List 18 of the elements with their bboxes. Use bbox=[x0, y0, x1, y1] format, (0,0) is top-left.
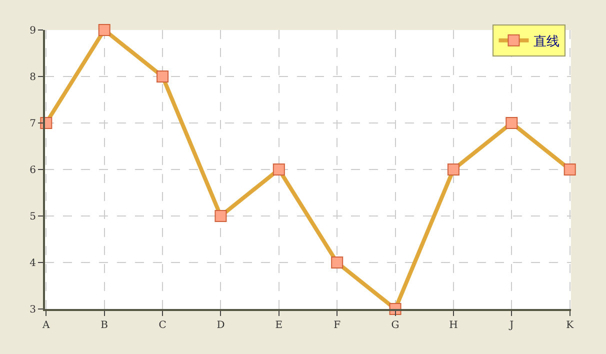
x-tick-label: C bbox=[158, 320, 167, 331]
legend-label: 直线 bbox=[534, 34, 560, 50]
x-tick-label: F bbox=[334, 320, 341, 331]
x-tick-label: K bbox=[566, 320, 574, 331]
x-tick-label: D bbox=[216, 320, 225, 331]
y-tick-label: 3 bbox=[30, 304, 36, 316]
x-tick-label: B bbox=[100, 320, 108, 331]
x-tick-label: J bbox=[508, 320, 514, 331]
x-tick-label: E bbox=[275, 320, 283, 331]
x-tick-label: A bbox=[42, 320, 51, 331]
y-tick-label: 4 bbox=[30, 258, 36, 269]
x-tick-label: H bbox=[449, 320, 458, 331]
y-tick-label: 5 bbox=[30, 212, 36, 222]
y-tick-label: 7 bbox=[30, 118, 36, 130]
y-tick-label: 9 bbox=[30, 26, 36, 36]
x-tick-label: G bbox=[391, 320, 400, 331]
y-tick-label: 6 bbox=[30, 165, 36, 176]
y-tick-label: 8 bbox=[30, 72, 36, 83]
